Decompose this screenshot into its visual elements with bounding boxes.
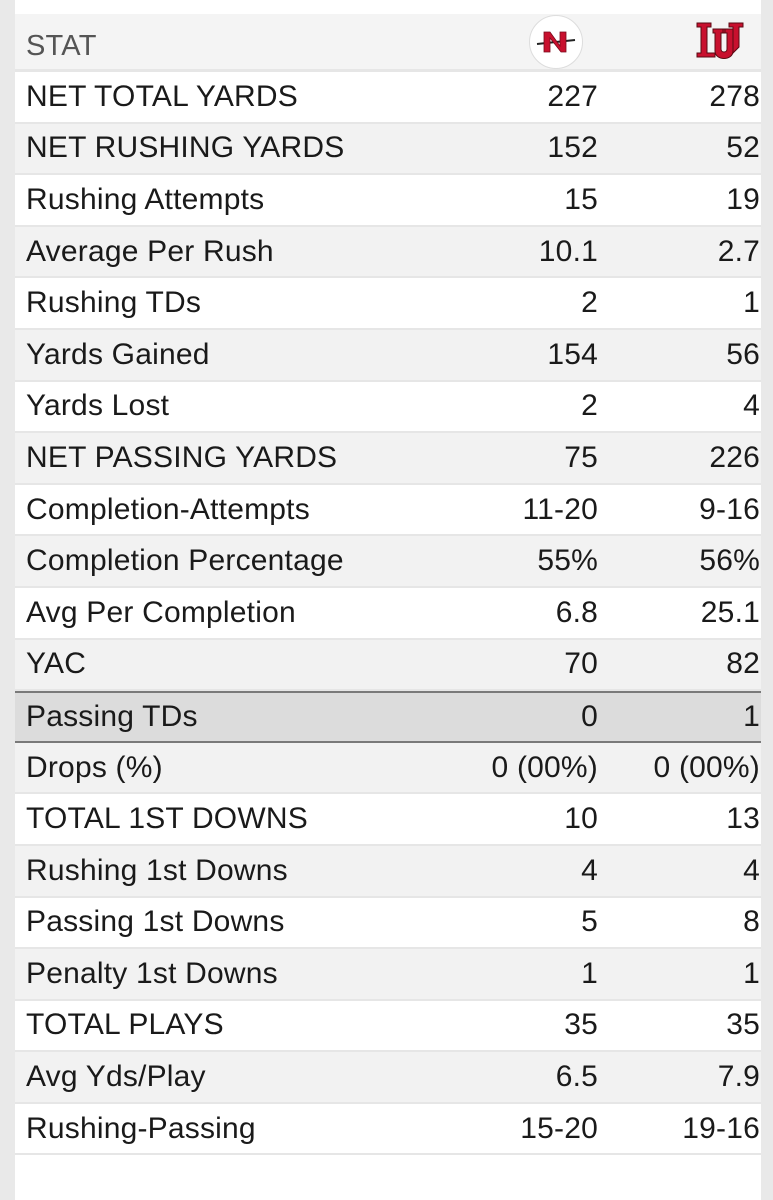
table-row: Yards Lost 2 4 bbox=[15, 381, 761, 434]
stat-label: Yards Lost bbox=[26, 389, 170, 423]
team-b-value: 4 bbox=[743, 389, 760, 423]
stats-table: STAT NET TOTAL YARDS 227 2 bbox=[15, 14, 761, 1156]
team-a-value: 6.8 bbox=[555, 595, 598, 629]
team-b-logo-icon bbox=[696, 22, 744, 59]
team-b-value: 1 bbox=[743, 286, 760, 320]
table-row: Rushing Attempts 15 19 bbox=[15, 175, 761, 227]
team-a-value: 4 bbox=[581, 853, 598, 887]
team-b-value: 35 bbox=[726, 1008, 760, 1042]
table-row: Passing 1st Downs 5 8 bbox=[15, 897, 761, 950]
table-row: Avg Per Completion 6.8 25.1 bbox=[15, 587, 761, 640]
table-row: Yards Gained 154 56 bbox=[15, 329, 761, 382]
stat-label: NET PASSING YARDS bbox=[26, 440, 338, 474]
team-a-value: 10.1 bbox=[538, 234, 598, 268]
team-a-value: 0 bbox=[581, 699, 598, 733]
team-a-value: 152 bbox=[547, 131, 598, 165]
team-a-value: 2 bbox=[581, 389, 598, 423]
team-b-value: 2.7 bbox=[717, 234, 760, 268]
table-row: Penalty 1st Downs 1 1 bbox=[15, 949, 761, 1001]
table-row: TOTAL 1ST DOWNS 10 13 bbox=[15, 794, 761, 846]
stat-label: Passing TDs bbox=[26, 699, 198, 733]
table-row: Drops (%) 0 (00%) 0 (00%) bbox=[15, 742, 761, 795]
stat-label: Rushing Attempts bbox=[26, 182, 265, 216]
team-b-value: 1 bbox=[743, 956, 760, 990]
stat-label: NET TOTAL YARDS bbox=[26, 79, 298, 113]
table-row: NET RUSHING YARDS 152 52 bbox=[15, 123, 761, 176]
stat-label: TOTAL PLAYS bbox=[26, 1008, 224, 1042]
team-b-value: 278 bbox=[709, 79, 760, 113]
team-a-value: 15 bbox=[564, 182, 598, 216]
table-row: Average Per Rush 10.1 2.7 bbox=[15, 226, 761, 279]
team-b-value: 0 (00%) bbox=[653, 750, 760, 784]
table-row: NET TOTAL YARDS 227 278 bbox=[15, 72, 761, 124]
table-row: NET PASSING YARDS 75 226 bbox=[15, 433, 761, 485]
team-a-logo bbox=[423, 14, 585, 69]
table-header: STAT bbox=[15, 14, 761, 72]
table-row: TOTAL PLAYS 35 35 bbox=[15, 1000, 761, 1053]
team-a-value: 6.5 bbox=[555, 1060, 598, 1094]
team-b-value: 4 bbox=[743, 853, 760, 887]
team-b-value: 13 bbox=[726, 802, 760, 836]
stat-label: Completion-Attempts bbox=[26, 492, 310, 526]
team-a-value: 2 bbox=[581, 286, 598, 320]
team-b-value: 1 bbox=[743, 699, 760, 733]
stat-label: Completion Percentage bbox=[26, 544, 344, 578]
team-b-value: 7.9 bbox=[717, 1060, 760, 1094]
team-b-value: 82 bbox=[726, 647, 760, 681]
stat-label: YAC bbox=[26, 647, 87, 681]
team-a-value: 1 bbox=[581, 956, 598, 990]
team-b-value: 19-16 bbox=[682, 1111, 760, 1145]
team-b-value: 56% bbox=[699, 544, 760, 578]
stat-label: Passing 1st Downs bbox=[26, 905, 285, 939]
team-a-value: 55% bbox=[537, 544, 598, 578]
team-b-value: 226 bbox=[709, 440, 760, 474]
team-a-value: 227 bbox=[547, 79, 598, 113]
team-a-value: 0 (00%) bbox=[491, 750, 598, 784]
team-a-value: 11-20 bbox=[522, 492, 598, 526]
team-a-logo-icon bbox=[529, 14, 583, 69]
team-b-value: 19 bbox=[726, 182, 760, 216]
team-a-value: 154 bbox=[547, 337, 598, 371]
stat-label: Avg Per Completion bbox=[26, 595, 296, 629]
team-b-value: 25.1 bbox=[700, 595, 760, 629]
team-b-value: 52 bbox=[726, 131, 760, 165]
table-row-selected[interactable]: Passing TDs 0 1 bbox=[15, 691, 761, 743]
team-a-value: 70 bbox=[564, 647, 598, 681]
table-row: Completion Percentage 55% 56% bbox=[15, 536, 761, 588]
stat-label: NET RUSHING YARDS bbox=[26, 131, 345, 165]
table-row: Rushing 1st Downs 4 4 bbox=[15, 845, 761, 898]
stat-label: Avg Yds/Play bbox=[26, 1060, 206, 1094]
team-a-value: 15-20 bbox=[520, 1111, 598, 1145]
stat-label: Rushing-Passing bbox=[26, 1111, 256, 1145]
stat-label: Yards Gained bbox=[26, 337, 210, 371]
stat-label: Rushing 1st Downs bbox=[26, 853, 288, 887]
stat-label: Penalty 1st Downs bbox=[26, 956, 278, 990]
team-b-value: 8 bbox=[743, 905, 760, 939]
table-row: Rushing TDs 2 1 bbox=[15, 278, 761, 330]
stat-label: Drops (%) bbox=[26, 750, 163, 784]
stat-column-header: STAT bbox=[26, 30, 97, 62]
team-a-value: 35 bbox=[564, 1008, 598, 1042]
table-row: Avg Yds/Play 6.5 7.9 bbox=[15, 1052, 761, 1104]
stat-label: TOTAL 1ST DOWNS bbox=[26, 802, 308, 836]
team-b-value: 9-16 bbox=[699, 492, 760, 526]
team-a-value: 10 bbox=[564, 802, 598, 836]
team-a-value: 5 bbox=[581, 905, 598, 939]
table-row: Rushing-Passing 15-20 19-16 bbox=[15, 1103, 761, 1156]
table-row: Completion-Attempts 11-20 9-16 bbox=[15, 484, 761, 537]
team-b-logo bbox=[585, 19, 761, 65]
stat-label: Average Per Rush bbox=[26, 234, 274, 268]
team-b-value: 56 bbox=[726, 337, 760, 371]
team-a-value: 75 bbox=[564, 440, 598, 474]
table-row: YAC 70 82 bbox=[15, 639, 761, 692]
stat-label: Rushing TDs bbox=[26, 286, 202, 320]
